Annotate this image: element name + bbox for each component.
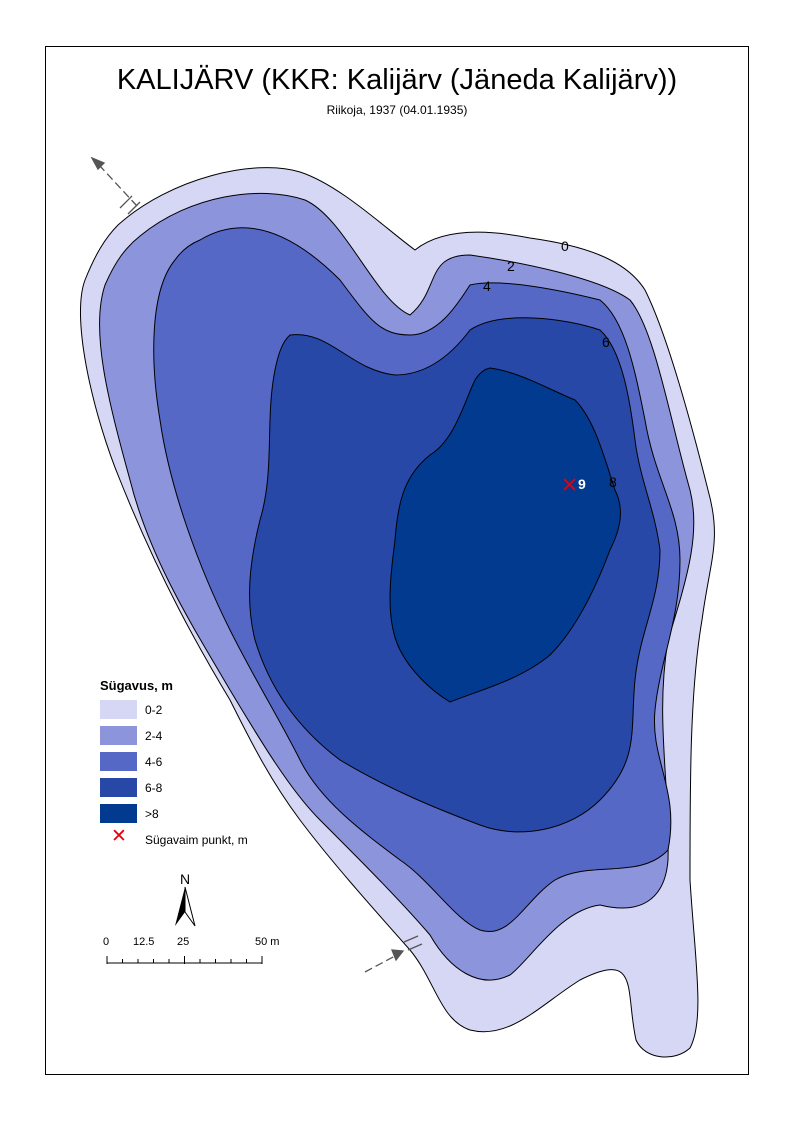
north-label: N bbox=[180, 871, 190, 887]
legend-item: ✕ Sügavaim punkt, m bbox=[100, 826, 300, 856]
contour-label-8: 8 bbox=[609, 474, 617, 490]
legend-label: 2-4 bbox=[145, 729, 163, 743]
contour-label-0: 0 bbox=[561, 238, 569, 254]
legend: Sügavus, m 0-2 2-4 4-6 6-8 >8 ✕ Sügavaim… bbox=[100, 678, 300, 856]
legend-label: Sügavaim punkt, m bbox=[145, 833, 248, 847]
legend-swatch bbox=[100, 726, 137, 745]
contour-label-2: 2 bbox=[507, 258, 515, 274]
scale-label: 12.5 bbox=[133, 936, 155, 948]
legend-label: 4-6 bbox=[145, 755, 163, 769]
legend-item: >8 bbox=[100, 804, 300, 830]
scale-label: 50 m bbox=[255, 936, 280, 948]
contour-label-6: 6 bbox=[602, 334, 610, 350]
scale-label: 25 bbox=[177, 936, 190, 948]
scale-label: 0 bbox=[103, 936, 110, 948]
outflow-arrow bbox=[90, 156, 141, 215]
legend-item: 2-4 bbox=[100, 726, 300, 752]
legend-label: >8 bbox=[145, 807, 159, 821]
map-frame bbox=[45, 46, 749, 1075]
legend-swatch bbox=[100, 778, 137, 797]
map-title: KALIJÄRV (KKR: Kalijärv (Jäneda Kalijärv… bbox=[116, 64, 678, 96]
depth-zone-over-8 bbox=[389, 367, 621, 703]
legend-title: Sügavus, m bbox=[100, 678, 173, 693]
contour-label-4: 4 bbox=[483, 278, 491, 294]
deepest-point-marker bbox=[563, 478, 576, 491]
legend-item: 6-8 bbox=[100, 778, 300, 804]
legend-item: 0-2 bbox=[100, 700, 300, 726]
deepest-point-value: 9 bbox=[578, 476, 586, 492]
legend-item: 4-6 bbox=[100, 752, 300, 778]
inflow-arrow bbox=[364, 935, 423, 973]
deepest-point-x-icon: ✕ bbox=[111, 826, 127, 847]
legend-label: 6-8 bbox=[145, 781, 163, 795]
scale-bar bbox=[106, 956, 263, 964]
legend-label: 0-2 bbox=[145, 703, 163, 717]
legend-swatch bbox=[100, 804, 137, 823]
legend-swatch bbox=[100, 752, 137, 771]
north-arrow-icon bbox=[175, 886, 196, 927]
legend-swatch bbox=[100, 700, 137, 719]
map-subtitle: Riikoja, 1937 (04.01.1935) bbox=[326, 103, 468, 117]
